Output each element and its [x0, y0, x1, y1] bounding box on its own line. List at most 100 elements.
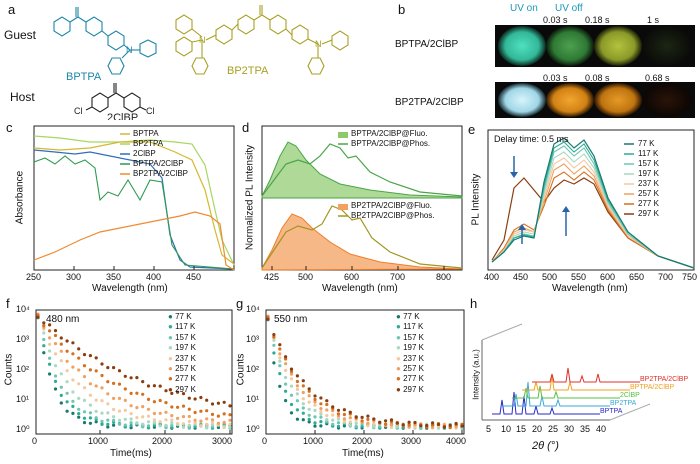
decay-point: [295, 384, 299, 388]
host-structure: [85, 83, 147, 113]
decay-point: [272, 343, 276, 347]
decay-point: [112, 415, 116, 419]
h-series-label-3: 2ClBP: [620, 392, 640, 399]
decay-point: [164, 410, 168, 414]
f-xtick-3: 2000: [152, 436, 173, 446]
decay-point: [146, 407, 151, 411]
decay-point: [425, 423, 429, 428]
panel-d: BPTPA/2ClBP@Fluo. BPTPA/2ClBP@Phos. BP2T…: [240, 120, 468, 296]
decay-point: [289, 411, 294, 415]
decay-point: [319, 396, 323, 400]
decay-point: [228, 422, 232, 426]
decay-point: [284, 362, 288, 366]
decay-point: [77, 356, 81, 360]
decay-point: [205, 425, 209, 430]
decay-point: [82, 398, 87, 402]
photo-r2-t3: [643, 83, 691, 117]
decay-point: [53, 374, 58, 378]
decay-point: [301, 406, 305, 410]
panel-g: 550 nm ● 77 K ● 117 K ● 157 K ● 197 K ● …: [236, 296, 470, 464]
e-legend-3: 157 K: [638, 159, 659, 168]
e-xtick-8: 750: [682, 272, 698, 282]
f-ytick-1: 10¹: [16, 394, 30, 404]
g-xtick-4: 3000: [401, 436, 422, 446]
temperature-pl-plot: [487, 129, 695, 271]
decay-point: [106, 380, 110, 384]
d-xtick-4: 700: [390, 272, 406, 282]
decay-point: [348, 420, 352, 424]
molecule-structures: N BPTPA N N BP2TPA: [53, 5, 349, 120]
decay-point: [222, 400, 226, 404]
decay-point: [360, 419, 364, 423]
host-cl-left: Cl: [74, 106, 83, 116]
decay-point: [94, 420, 98, 424]
f-legend-3: ● 157 K: [168, 332, 196, 342]
decay-point: [129, 376, 133, 380]
g-legend-7: ● 277 K: [396, 374, 424, 384]
photo-r1-uv-on: [498, 26, 546, 66]
decay-point: [378, 420, 382, 424]
e-legend-2: 117 K: [638, 149, 659, 158]
decay-point: [193, 421, 197, 425]
decay-point: [348, 410, 352, 414]
decay-point: [210, 425, 215, 429]
f-ylabel: Counts: [3, 353, 15, 386]
decay-point: [112, 423, 116, 427]
decay-point: [77, 415, 81, 419]
photo-r1-t3: [643, 26, 691, 66]
c-curve-bp2tpa-2clbp: [33, 211, 235, 271]
decay-point: [319, 402, 323, 406]
decay-point: [53, 364, 58, 368]
decay-point: [278, 347, 282, 351]
decay-point: [325, 408, 329, 412]
decay-point: [88, 354, 92, 358]
decay-point: [100, 386, 104, 390]
f-ytick-2: 10²: [16, 364, 30, 374]
panel-g-letter: g: [236, 296, 244, 311]
decay-point: [106, 418, 110, 422]
e-xtick-4: 550: [571, 272, 587, 282]
f-ytick-3: 10³: [16, 334, 30, 344]
e-legend-4: 197 K: [638, 169, 659, 178]
decay-point: [65, 400, 69, 404]
decay-point: [222, 425, 226, 429]
decay-point: [205, 398, 209, 402]
c-legend-4: BPTPA/2ClBP: [133, 159, 184, 168]
decay-point: [325, 417, 329, 422]
decay-point: [141, 380, 145, 384]
d-xtick-5: 800: [436, 272, 452, 282]
decay-point: [448, 423, 452, 427]
decay-point: [59, 349, 63, 353]
decay-point: [284, 399, 288, 403]
decay-point: [77, 396, 81, 400]
d-legend-bottom-1: BP2TPA/2ClBP@Fluo.: [351, 201, 432, 210]
bp2tpa-structure: [175, 5, 349, 75]
decay-point: [82, 375, 87, 379]
decay-point: [129, 412, 133, 416]
decay-point: [431, 425, 435, 429]
h-xtick-8: 40: [596, 424, 607, 434]
bp2tpa-label: BP2TPA: [227, 65, 269, 77]
d-top-phos-line: [261, 143, 463, 197]
decay-point: [336, 412, 341, 416]
guest-label: Guest: [4, 28, 37, 42]
decay-point: [106, 425, 110, 429]
decay-point: [193, 397, 197, 401]
decay-point: [307, 413, 311, 417]
photo-r2-t2: [594, 83, 642, 117]
decay-point: [48, 349, 52, 353]
decay-point: [419, 424, 423, 428]
decay-point: [181, 404, 186, 408]
e-xtick-5: 600: [600, 272, 616, 282]
g-annotation: 550 nm: [274, 314, 308, 325]
f-xtick-2: 1000: [88, 436, 109, 446]
decay-point: [146, 397, 151, 401]
decay-point: [366, 414, 370, 418]
g-xtick-2: 1000: [303, 436, 324, 446]
decay-point: [82, 353, 87, 357]
d-bottom-phos-line: [261, 205, 463, 269]
decay-point: [88, 411, 92, 415]
decay-point: [319, 412, 323, 416]
g-legend-5: ● 237 K: [396, 353, 424, 363]
c-xtick-5: 450: [186, 272, 202, 282]
